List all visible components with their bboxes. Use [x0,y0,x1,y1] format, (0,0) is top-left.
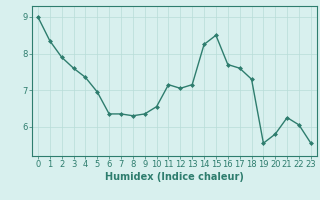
X-axis label: Humidex (Indice chaleur): Humidex (Indice chaleur) [105,172,244,182]
